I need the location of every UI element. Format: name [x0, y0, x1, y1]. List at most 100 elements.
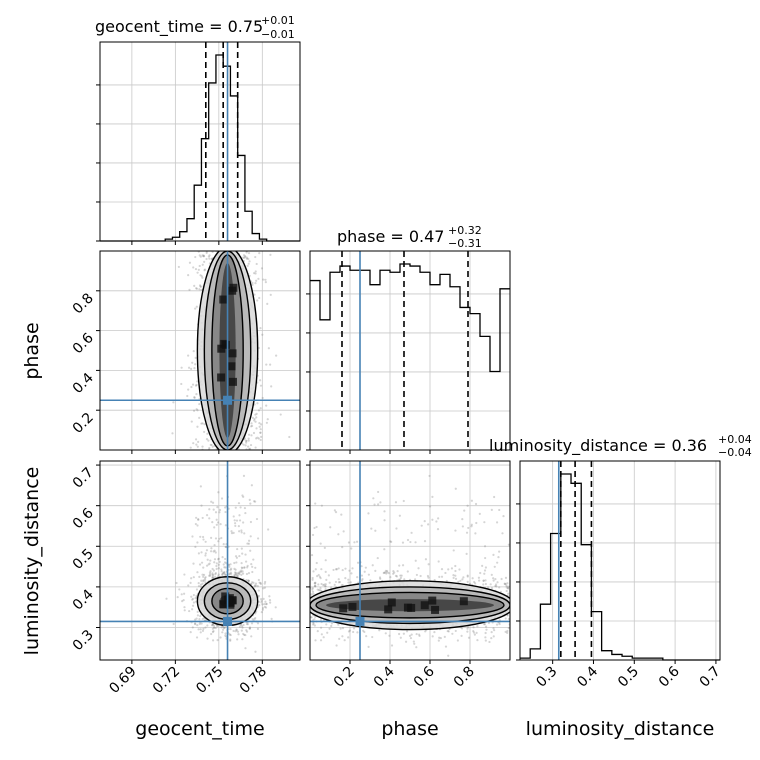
scatter-point [197, 552, 200, 555]
scatter-point [241, 552, 244, 555]
scatter-point [424, 558, 428, 561]
density-bin [428, 596, 437, 605]
scatter-point [376, 556, 379, 560]
scatter-point [316, 575, 319, 578]
scatter-point [392, 572, 395, 575]
scatter-point [490, 637, 493, 640]
scatter-point [495, 521, 499, 524]
scatter-point [251, 416, 254, 419]
scatter-point [341, 627, 345, 630]
scatter-point [503, 582, 507, 585]
scatter-point [198, 284, 202, 287]
scatter-point [195, 588, 199, 591]
scatter-point [238, 519, 242, 522]
scatter-point [395, 527, 398, 530]
scatter-point [233, 561, 236, 565]
scatter-point [279, 413, 282, 416]
scatter-point [228, 565, 231, 568]
scatter-point [253, 584, 256, 587]
scatter-point [319, 542, 322, 545]
scatter-point [478, 512, 481, 515]
histogram-line-phase [310, 263, 510, 373]
scatter-point [338, 637, 341, 640]
scatter-point [472, 629, 475, 633]
scatter-point [215, 518, 218, 521]
scatter-point [370, 527, 373, 530]
scatter-point [214, 511, 218, 514]
panel-frame [99, 250, 301, 451]
scatter-point [191, 598, 194, 601]
scatter-point [498, 550, 501, 553]
scatter-point [223, 626, 226, 629]
density-bin [459, 597, 468, 606]
scatter-point [494, 584, 497, 588]
scatter-point [192, 601, 196, 604]
scatter-point [454, 487, 457, 490]
scatter-point [197, 518, 200, 521]
scatter-point [217, 557, 220, 560]
density-bin [420, 601, 429, 610]
scatter-point [258, 251, 261, 255]
scatter-point [245, 630, 249, 633]
tick-label-y-luminosity_distance: 0.7 [70, 465, 97, 492]
scatter-point [234, 524, 237, 528]
scatter-point [314, 502, 317, 505]
scatter-point [325, 623, 328, 626]
scatter-point [410, 633, 413, 636]
scatter-point [440, 575, 444, 578]
scatter-point [250, 425, 253, 428]
scatter-point [222, 543, 225, 546]
scatter-point [197, 517, 200, 521]
scatter-point [203, 260, 206, 263]
scatter-point [340, 584, 343, 587]
scatter-point [274, 606, 277, 609]
scatter-point [240, 529, 243, 532]
scatter-point [495, 623, 499, 626]
scatter-point [193, 396, 196, 399]
scatter-point [203, 430, 206, 434]
scatter-point [199, 535, 202, 538]
scatter-point [398, 514, 401, 517]
scatter-point [250, 434, 253, 437]
scatter-point [194, 307, 197, 310]
scatter-point [454, 569, 457, 573]
scatter-point [235, 556, 239, 559]
scatter-point [244, 255, 247, 258]
scatter-point [318, 575, 321, 578]
scatter-point [235, 519, 239, 522]
scatter-point [484, 636, 487, 639]
scatter-point [196, 524, 199, 527]
scatter-point [233, 571, 237, 574]
scatter-point [244, 444, 247, 447]
scatter-point [398, 632, 401, 636]
scatter-point [212, 550, 215, 553]
density-bin [219, 600, 228, 609]
scatter-point [234, 573, 238, 576]
scatter-point [415, 573, 418, 577]
scatter-point [234, 568, 237, 571]
scatter-point [324, 588, 327, 591]
scatter-point [415, 646, 418, 649]
scatter-point [433, 578, 436, 582]
scatter-point [371, 635, 374, 639]
scatter-point [213, 526, 216, 529]
scatter-point [265, 363, 268, 366]
xlabel-luminosity-distance: luminosity_distance [526, 718, 715, 740]
scatter-point [460, 627, 464, 630]
scatter-point [428, 505, 432, 508]
histogram-line-geocent_time [100, 54, 300, 242]
scatter-point [240, 625, 244, 628]
scatter-point [217, 491, 220, 494]
scatter-point [206, 637, 209, 640]
scatter-point [323, 546, 326, 550]
scatter-point [482, 579, 485, 582]
scatter-point [259, 431, 262, 434]
scatter-point [384, 632, 387, 635]
density-geocent_time-phase [100, 251, 300, 450]
scatter-point [342, 530, 345, 533]
scatter-point [196, 409, 199, 412]
scatter-point [224, 632, 227, 635]
density-bin [384, 605, 393, 614]
scatter-point [414, 559, 417, 562]
scatter-point [386, 571, 389, 574]
